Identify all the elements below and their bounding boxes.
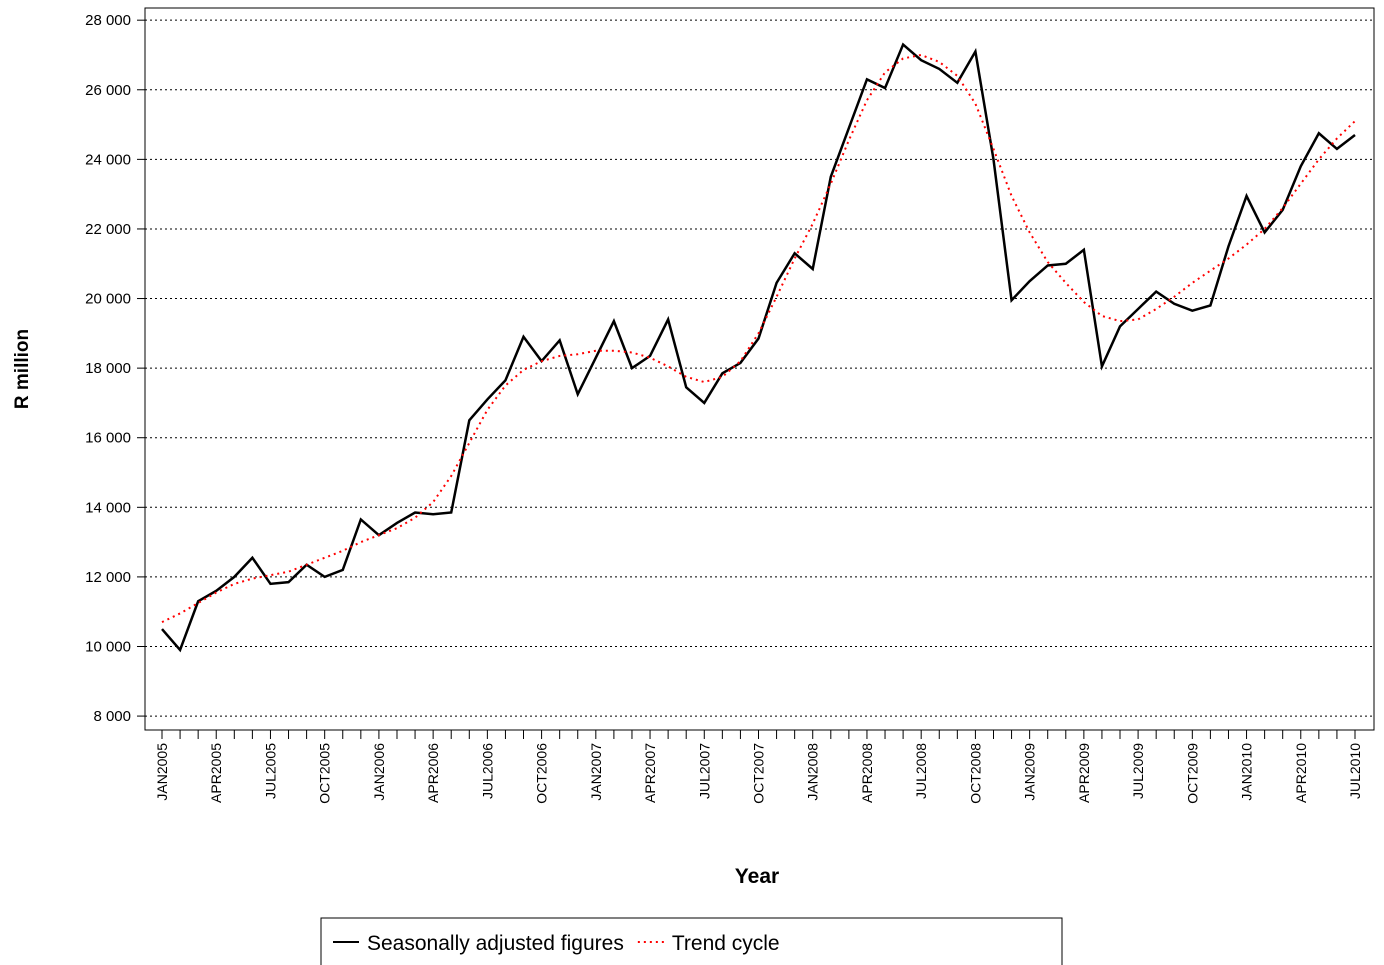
x-tick-label: OCT2008 bbox=[967, 743, 983, 804]
x-tick-label: JAN2005 bbox=[154, 743, 170, 801]
x-tick-label: OCT2005 bbox=[317, 743, 333, 804]
x-tick-label: APR2005 bbox=[208, 743, 224, 803]
x-tick-label: JAN2007 bbox=[588, 743, 604, 801]
y-axis-label: R million bbox=[12, 329, 33, 409]
x-tick-label: JUL2009 bbox=[1130, 743, 1146, 799]
x-tick-label: JUL2008 bbox=[913, 743, 929, 799]
x-tick-label: APR2008 bbox=[859, 743, 875, 803]
y-tick-label: 22 000 bbox=[85, 221, 131, 238]
legend-label: Trend cycle bbox=[672, 932, 780, 955]
y-tick-label: 14 000 bbox=[85, 499, 131, 516]
x-tick-label: JUL2007 bbox=[696, 743, 712, 799]
y-tick-label: 16 000 bbox=[85, 430, 131, 447]
x-tick-label: JAN2006 bbox=[371, 743, 387, 801]
y-tick-label: 28 000 bbox=[85, 12, 131, 29]
legend-box bbox=[320, 917, 1063, 965]
y-tick-label: 24 000 bbox=[85, 151, 131, 168]
y-tick-label: 8 000 bbox=[93, 708, 131, 725]
x-tick-label: JAN2008 bbox=[805, 743, 821, 801]
x-axis-label: Year bbox=[735, 865, 779, 888]
y-tick-label: 26 000 bbox=[85, 82, 131, 99]
x-tick-label: OCT2009 bbox=[1184, 743, 1200, 804]
x-tick-label: APR2006 bbox=[425, 743, 441, 803]
y-tick-label: 18 000 bbox=[85, 360, 131, 377]
series-line bbox=[161, 53, 1356, 624]
x-tick-label: JUL2010 bbox=[1347, 743, 1363, 799]
y-tick-label: 12 000 bbox=[85, 569, 131, 586]
x-tick-label: OCT2007 bbox=[751, 743, 767, 804]
plot-frame bbox=[144, 7, 1375, 731]
x-tick-label: JUL2005 bbox=[262, 743, 278, 799]
x-tick-label: JUL2006 bbox=[479, 743, 495, 799]
x-tick-label: JAN2009 bbox=[1022, 743, 1038, 801]
legend-label: Seasonally adjusted figures bbox=[367, 932, 624, 955]
x-tick-label: JAN2010 bbox=[1239, 743, 1255, 801]
x-tick-label: OCT2006 bbox=[534, 743, 550, 804]
x-tick-label: APR2010 bbox=[1293, 743, 1309, 803]
y-tick-label: 10 000 bbox=[85, 638, 131, 655]
y-tick-label: 20 000 bbox=[85, 291, 131, 308]
series-line bbox=[161, 42, 1356, 653]
x-tick-label: APR2007 bbox=[642, 743, 658, 803]
x-tick-label: APR2009 bbox=[1076, 743, 1092, 803]
